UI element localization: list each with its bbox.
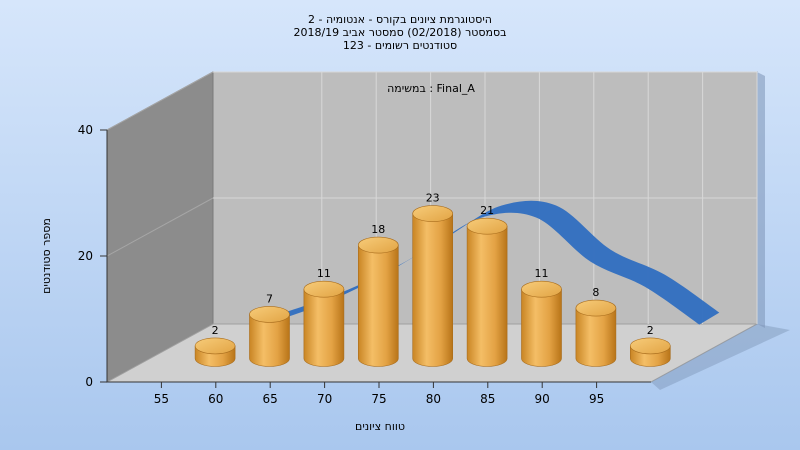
bar-80 (466, 217, 508, 367)
x-tick-label: 95 (589, 392, 604, 406)
bar-top (521, 280, 562, 298)
bar-value-label: 2 (212, 324, 219, 337)
bar-top (412, 205, 454, 222)
x-tick-label: 75 (371, 392, 386, 406)
bar-body (575, 307, 617, 367)
bar-top (249, 306, 290, 323)
x-tick-label: 55 (154, 392, 169, 406)
x-axis-title: טווח ציונים (355, 420, 405, 433)
bar-value-label: 11 (317, 267, 331, 280)
bar-value-label: 2 (647, 324, 654, 337)
bars (194, 205, 671, 367)
bar-value-label: 8 (592, 286, 599, 299)
bar-body (412, 213, 453, 367)
x-tick-label: 90 (535, 392, 550, 406)
x-tick-label: 65 (263, 392, 278, 406)
bar-top (629, 337, 671, 355)
bar-65 (303, 280, 345, 367)
bar-top (303, 280, 345, 298)
bar-body (358, 244, 399, 367)
x-tick-label: 60 (208, 392, 223, 406)
y-tick-label: 40 (78, 123, 93, 137)
bar-body (249, 314, 290, 367)
normal-curve-ribbon (264, 200, 720, 325)
distribution-curve (264, 200, 720, 325)
bar-value-label: 21 (480, 204, 494, 217)
bar-body (521, 288, 562, 367)
bar-55 (194, 337, 236, 367)
title-line-1: היסטוגרמת ציונים בקורס - אנטומיה - 2 (308, 13, 492, 26)
bar-70 (357, 236, 399, 367)
floor-shadow (651, 324, 790, 390)
bar-top (466, 217, 508, 235)
bar-top (357, 236, 399, 254)
subtitle: במשימה : Final_A (387, 82, 475, 95)
bar-top (575, 299, 617, 317)
y-tick-label: 20 (78, 249, 93, 263)
axes: 0 20 40 55 60 65 70 75 80 85 90 95 (78, 123, 651, 406)
bar-60 (249, 306, 290, 367)
title-line-3: סטודנטים רשומים - 123 (343, 39, 457, 52)
title-line-2: בסמסטר (02/2018) סמסטר אביב 2018/19 (293, 26, 506, 39)
right-shadow (757, 72, 765, 328)
bar-body (466, 225, 508, 367)
x-tick-label: 85 (480, 392, 495, 406)
y-tick-label: 0 (85, 375, 93, 389)
bar-85 (521, 280, 562, 367)
bar-75 (412, 205, 454, 367)
grid-line-y (106, 71, 214, 131)
bar-95 (629, 337, 671, 367)
x-tick-label: 70 (317, 392, 332, 406)
bar-top (194, 337, 236, 355)
bar-labels: 2 7 11 18 23 21 11 8 2 (212, 192, 654, 337)
bar-body (303, 288, 345, 367)
bar-value-label: 18 (371, 223, 385, 236)
x-tick-label: 80 (426, 392, 441, 406)
bar-value-label: 23 (426, 192, 440, 205)
y-axis-title: מספר סטודנטים (40, 218, 53, 294)
bar-value-label: 11 (535, 267, 549, 280)
bar-90 (575, 299, 617, 367)
bar-value-label: 7 (266, 292, 273, 305)
grid-line-y (106, 197, 214, 257)
